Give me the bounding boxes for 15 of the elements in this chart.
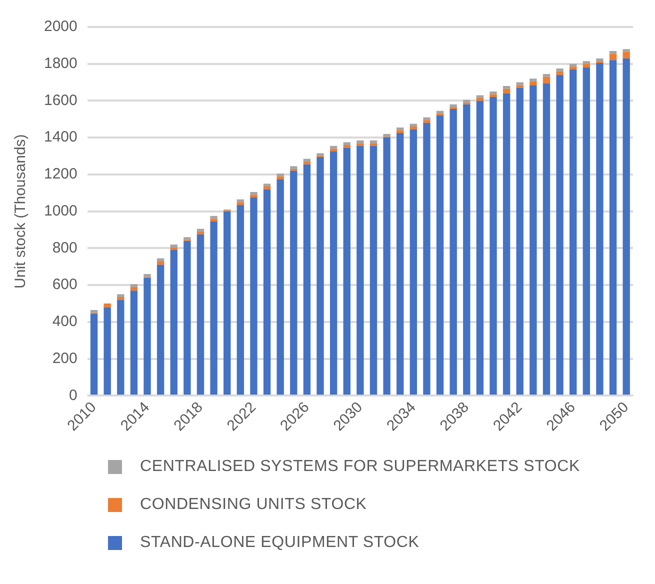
y-tick-label: 600: [52, 276, 78, 294]
legend-label: CENTRALISED SYSTEMS FOR SUPERMARKETS STOCK: [140, 458, 580, 476]
y-tick-label: 800: [52, 239, 78, 256]
y-tick-label: 0: [69, 386, 78, 404]
y-axis-title: Unit stock (Thousands): [12, 134, 30, 288]
y-tick-label: 1800: [44, 55, 78, 72]
y-tick-label: 1000: [44, 202, 78, 220]
legend-label: CONDENSING UNITS STOCK: [140, 496, 367, 514]
y-tick-label: 1600: [44, 92, 78, 109]
y-tick-label: 1200: [44, 166, 78, 183]
legend-label: STAND-ALONE EQUIPMENT STOCK: [140, 534, 420, 552]
y-tick-label: 1400: [44, 128, 78, 146]
y-tick-label: 200: [52, 350, 78, 367]
y-tick-label: 2000: [44, 18, 78, 36]
y-tick-label: 400: [52, 313, 78, 330]
